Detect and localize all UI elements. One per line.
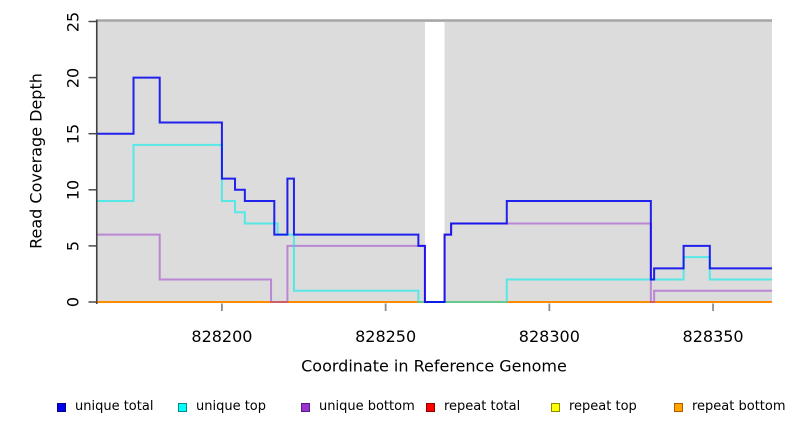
legend-item-unique-top: unique top [178, 398, 266, 416]
masked-region [424, 22, 445, 303]
y-tick-label: 15 [63, 123, 83, 144]
x-tick-label: 828250 [355, 327, 417, 346]
x-tick-label: 828350 [682, 327, 744, 346]
legend-swatch-repeat-total [426, 402, 435, 412]
legend-label-repeat-bottom: repeat bottom [692, 399, 786, 414]
legend-item-repeat-total: repeat total [426, 398, 520, 416]
legend-swatch-unique-total [57, 402, 66, 412]
y-tick-label: 20 [63, 67, 83, 88]
legend-swatch-unique-top [178, 402, 187, 412]
legend-label-unique-bottom: unique bottom [319, 399, 415, 414]
legend-label-unique-top: unique top [196, 399, 267, 414]
x-tick-label: 828300 [518, 327, 580, 346]
legend-label-unique-total: unique total [75, 399, 154, 414]
legend-item-unique-bottom: unique bottom [301, 398, 415, 416]
legend-swatch-repeat-bottom [674, 402, 683, 412]
series-line-unique-total [97, 76, 772, 303]
legend-swatch-repeat-top [551, 402, 560, 412]
legend: unique total unique top unique bottom re… [0, 398, 792, 418]
y-tick-label: 25 [63, 11, 83, 32]
y-tick-label: 5 [63, 240, 83, 251]
y-tick-label: 0 [63, 296, 83, 308]
legend-item-repeat-top: repeat top [551, 398, 637, 416]
legend-swatch-unique-bottom [301, 402, 310, 412]
x-tick-label: 828200 [191, 327, 253, 346]
legend-item-unique-total: unique total [57, 398, 153, 416]
y-tick-label: 10 [63, 179, 83, 200]
legend-item-repeat-bottom: repeat bottom [674, 398, 786, 416]
legend-label-repeat-total: repeat total [444, 399, 521, 414]
y-axis-label: Read Coverage Depth [26, 73, 46, 249]
x-axis-label: Coordinate in Reference Genome [301, 356, 567, 376]
legend-label-repeat-top: repeat top [569, 399, 637, 414]
